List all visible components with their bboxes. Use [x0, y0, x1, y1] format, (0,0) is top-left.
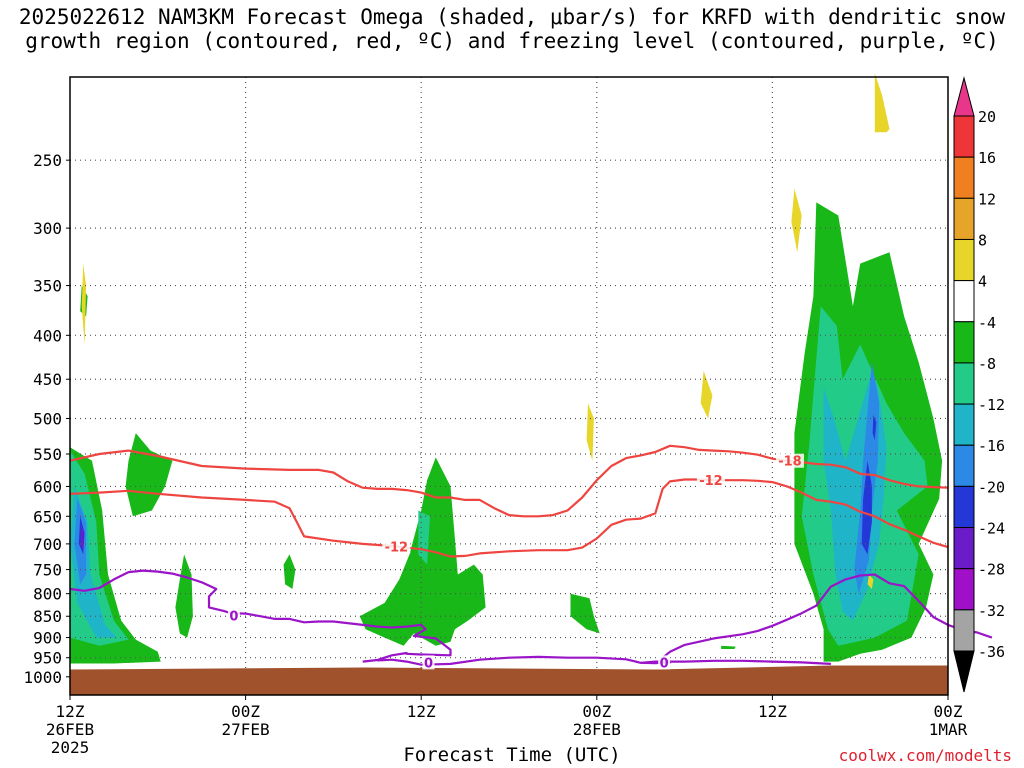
dgz-label-0: -12 — [385, 541, 409, 556]
colorbar-box-11 — [953, 527, 975, 570]
colorbar-label-6: -8 — [978, 355, 996, 373]
colorbar-label-9: -20 — [978, 478, 1005, 496]
x-tick-label-1-1: 00Z — [231, 702, 260, 721]
colorbar-box-2 — [953, 156, 975, 199]
colorbar-top-triangle — [953, 76, 975, 117]
freezing-contour-1 — [377, 573, 993, 666]
y-tick-label-15: 1000 — [23, 668, 62, 687]
colorbar-box-3 — [953, 197, 975, 240]
dgz-label-1-bg — [775, 453, 804, 468]
dgz-label-1: -18 — [778, 455, 802, 470]
y-tick-label-1: 300 — [33, 219, 62, 238]
colorbar-box-9 — [953, 444, 975, 487]
dgz-contour-0 — [69, 444, 949, 518]
colorbar-label-4: 4 — [978, 273, 987, 291]
omega-region-3 — [283, 554, 296, 589]
y-tick-label-11: 800 — [33, 585, 62, 604]
y-tick-label-8: 650 — [33, 507, 62, 526]
colorbar-label-2: 12 — [978, 190, 996, 208]
y-tick-label-12: 850 — [33, 607, 62, 626]
y-tick-label-2: 350 — [33, 277, 62, 296]
y-tick-label-5: 500 — [33, 409, 62, 428]
grid-lines — [70, 77, 948, 695]
y-tick-label-0: 250 — [33, 151, 62, 170]
omega-region-5 — [570, 593, 600, 634]
chart-title-line2: growth region (contoured, red, ºC) and f… — [25, 29, 999, 53]
omega-region-2 — [175, 554, 193, 638]
omega-region-19 — [872, 414, 877, 441]
x-axis-label: Forecast Time (UTC) — [403, 744, 621, 766]
omega-region-24 — [874, 73, 890, 133]
omega-region-22 — [700, 370, 713, 419]
freezing-contour-0 — [69, 569, 452, 663]
x-tick-label-5-1: 00Z — [934, 702, 963, 721]
credit-text: coolwx.com/modelts — [838, 746, 1012, 765]
colorbar-box-10 — [953, 485, 975, 529]
freezing-label-1: 0 — [424, 656, 433, 671]
x-tick-label-0-2: 26FEB — [46, 720, 94, 739]
colorbar-box-7 — [953, 362, 975, 405]
colorbar-label-1: 16 — [978, 149, 996, 167]
x-tick-label-0-1: 12Z — [56, 702, 85, 721]
freezing-label-0: 0 — [229, 609, 238, 624]
y-tick-label-3: 400 — [33, 326, 62, 345]
dgz-label-0-bg — [382, 539, 411, 554]
axes: 250 300 350 400 450 500 550 600 650 700 750 800 850 9… — [23, 76, 968, 757]
colorbar-box-4 — [953, 238, 975, 282]
x-tick-label-3-2: 28FEB — [573, 720, 621, 739]
y-tick-label-7: 600 — [33, 477, 62, 496]
colorbar-label-8: -16 — [978, 437, 1005, 455]
dgz-label-2-bg — [696, 473, 725, 488]
y-tick-label-4: 450 — [33, 370, 62, 389]
x-tick-label-4-1: 12Z — [758, 702, 787, 721]
colorbar-label-7: -12 — [978, 396, 1005, 414]
terrain-fill — [70, 665, 948, 695]
omega-region-18 — [81, 524, 84, 550]
colorbar: 20 16 12 8 4 -4 -8 -12 -16 -20 -24 -28 -32 -36 — [953, 76, 1005, 693]
colorbar-label-10: -24 — [978, 520, 1005, 538]
y-tick-label-14: 950 — [33, 649, 62, 668]
y-tick-label-9: 700 — [33, 535, 62, 554]
omega-region-20 — [81, 263, 87, 345]
plot-frame — [69, 76, 949, 696]
y-tick-label-13: 900 — [33, 629, 62, 648]
freezing-label-1-bg — [422, 655, 435, 670]
freezing-label-2: 0 — [660, 656, 669, 671]
colorbar-box-6 — [953, 321, 975, 364]
contours: -12 -18 -12 0 0 0 — [69, 444, 993, 671]
x-tick-label-3-1: 00Z — [582, 702, 611, 721]
omega-region-21 — [586, 403, 594, 461]
x-tick-label-1-2: 27FEB — [222, 720, 270, 739]
colorbar-label-12: -32 — [978, 602, 1005, 620]
omega-region-17 — [861, 460, 872, 555]
dgz-contour-1 — [69, 478, 949, 558]
x-tick-label-5-2: 1MAR — [929, 720, 968, 739]
y-tick-label-6: 550 — [33, 445, 62, 464]
colorbar-label-0: 20 — [978, 108, 996, 126]
colorbar-box-13 — [953, 609, 975, 652]
x-tick-label-2-1: 12Z — [407, 702, 436, 721]
colorbar-label-13: -36 — [978, 643, 1005, 661]
colorbar-bottom-triangle — [953, 650, 975, 693]
x-tick-label-0-3: 2025 — [51, 738, 90, 757]
colorbar-box-8 — [953, 403, 975, 446]
dgz-label-2: -12 — [699, 474, 723, 489]
terrain — [70, 665, 948, 695]
colorbar-label-3: 8 — [978, 231, 987, 249]
omega-shading — [70, 73, 943, 664]
omega-region-23 — [791, 188, 802, 253]
omega-region-1 — [125, 433, 173, 517]
freezing-label-2-bg — [658, 655, 671, 670]
colorbar-box-12 — [953, 568, 975, 611]
freezing-label-0-bg — [227, 608, 240, 623]
omega-region-25 — [867, 574, 874, 589]
colorbar-label-11: -28 — [978, 561, 1005, 579]
y-tick-label-10: 750 — [33, 561, 62, 580]
colorbar-box-1 — [953, 115, 975, 158]
omega-region-7 — [721, 645, 736, 649]
colorbar-label-5: -4 — [978, 314, 996, 332]
colorbar-box-5 — [953, 280, 975, 323]
chart-title-line1: 2025022612 NAM3KM Forecast Omega (shaded… — [18, 5, 1006, 29]
